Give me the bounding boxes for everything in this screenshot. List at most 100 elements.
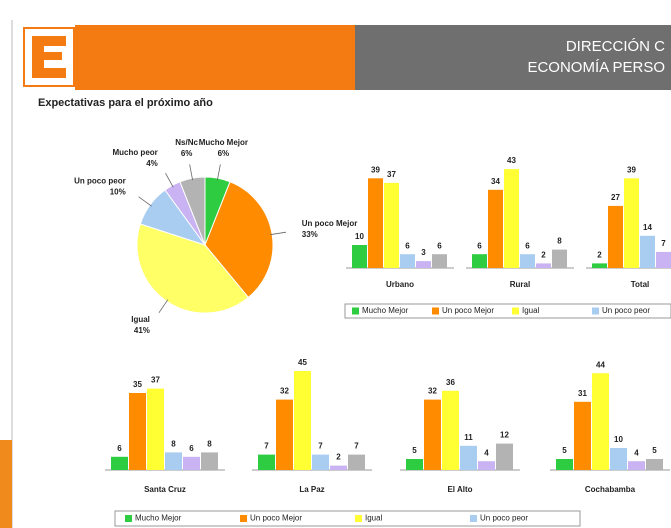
bar <box>165 452 182 470</box>
bar <box>129 393 146 470</box>
category-label: Santa Cruz <box>144 485 186 494</box>
legend-swatch <box>352 307 359 315</box>
value-label: 10 <box>355 232 364 241</box>
value-label: 6 <box>189 444 194 453</box>
value-label: 2 <box>336 453 341 462</box>
value-label: 7 <box>264 442 269 451</box>
value-label: 5 <box>412 446 417 455</box>
header-gray <box>355 25 671 90</box>
legend-swatch <box>240 515 247 522</box>
value-label: 27 <box>611 193 620 202</box>
value-label: 37 <box>387 170 396 179</box>
value-label: 32 <box>280 387 289 396</box>
value-label: 3 <box>421 248 426 257</box>
pie-value-label: 41% <box>134 326 150 335</box>
bar <box>147 388 164 470</box>
bar <box>442 390 459 470</box>
value-label: 8 <box>207 440 212 449</box>
legend-swatch <box>355 515 362 522</box>
legend-swatch <box>470 515 477 522</box>
legend-label: Mucho Mejor <box>135 514 182 523</box>
legend-label: Mucho Mejor <box>362 306 409 315</box>
value-label: 14 <box>643 223 652 232</box>
value-label: 7 <box>354 442 359 451</box>
leader-line <box>158 299 169 314</box>
value-label: 5 <box>652 446 657 455</box>
bar <box>646 459 663 470</box>
category-label: Total <box>631 280 650 289</box>
bar <box>432 254 447 268</box>
bar <box>608 205 623 268</box>
bar <box>348 454 365 470</box>
value-label: 45 <box>298 358 307 367</box>
pie-label: Mucho Mejor <box>199 138 248 147</box>
category-label: El Alto <box>447 485 472 494</box>
bar <box>111 456 128 470</box>
logo-mark <box>32 36 66 78</box>
pie-label: Igual <box>131 315 150 324</box>
pie-label: Un poco Mejor <box>302 219 358 228</box>
value-label: 6 <box>525 241 530 250</box>
bar <box>472 254 487 268</box>
pie-label: Ns/Nc <box>175 138 198 147</box>
value-label: 6 <box>437 241 442 250</box>
bar <box>460 445 477 470</box>
legend-label: Igual <box>522 306 540 315</box>
value-label: 7 <box>661 239 666 248</box>
value-label: 39 <box>627 165 636 174</box>
legend-box <box>344 303 671 319</box>
value-label: 39 <box>371 165 380 174</box>
value-label: 8 <box>171 440 176 449</box>
pie-value-label: 33% <box>302 230 318 239</box>
pie-value-label: 6% <box>181 149 193 158</box>
legend-label: Un poco peor <box>602 306 650 315</box>
legend-swatch <box>432 307 439 315</box>
bar <box>520 254 535 268</box>
value-label: 6 <box>477 241 482 250</box>
pie-label: Mucho peor <box>112 148 157 157</box>
legend-swatch <box>592 307 599 315</box>
bar <box>368 178 383 268</box>
pie-value-label: 4% <box>146 159 158 168</box>
leader-line <box>189 164 194 181</box>
bar <box>312 454 329 470</box>
bar <box>424 399 441 470</box>
value-label: 10 <box>614 435 623 444</box>
bar <box>574 401 591 470</box>
category-label: Rural <box>510 280 530 289</box>
value-label: 31 <box>578 389 587 398</box>
value-label: 4 <box>484 448 489 457</box>
legend-label: Igual <box>365 514 383 523</box>
leader-line <box>270 231 287 236</box>
pie-label: Un poco peor <box>74 177 126 186</box>
pie-value-label: 10% <box>110 188 126 197</box>
corner-accent <box>0 440 12 528</box>
value-label: 35 <box>133 380 142 389</box>
header-title: DIRECCIÓN C <box>566 38 665 55</box>
legend-swatch <box>512 307 519 315</box>
bar <box>406 459 423 470</box>
bar <box>330 465 347 470</box>
value-label: 32 <box>428 387 437 396</box>
bar <box>258 454 275 470</box>
value-label: 36 <box>446 378 455 387</box>
legend-box <box>114 510 581 527</box>
category-label: Urbano <box>386 280 414 289</box>
bar <box>536 263 551 268</box>
bar <box>504 169 519 268</box>
legend-label: Un poco peor <box>480 514 528 523</box>
value-label: 44 <box>596 360 605 369</box>
bar <box>556 459 573 470</box>
value-label: 6 <box>117 444 122 453</box>
header-title: ECONOMÍA PERSO <box>527 59 665 76</box>
bar <box>294 371 311 470</box>
value-label: 43 <box>507 156 516 165</box>
category-label: Cochabamba <box>585 485 636 494</box>
value-label: 37 <box>151 376 160 385</box>
value-label: 12 <box>500 431 509 440</box>
bar <box>478 461 495 470</box>
bar <box>416 261 431 268</box>
bar <box>183 456 200 470</box>
